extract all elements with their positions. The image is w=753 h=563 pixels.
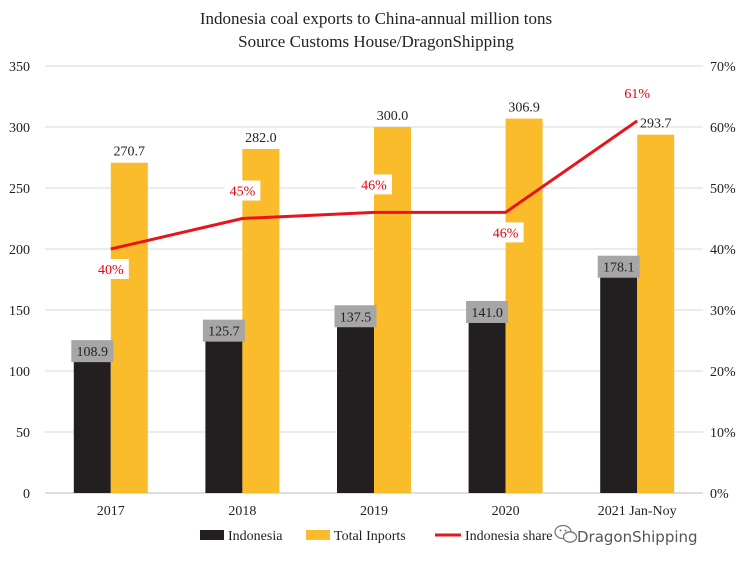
- data-labels: 108.9 270.7 125.7 282.0 137.5 300.0 141.0 306.9…: [71, 82, 672, 363]
- bar-indonesia: [205, 339, 243, 493]
- y-right-tick-label: 10%: [710, 426, 736, 441]
- legend-total-imports-label: Total Inports: [334, 529, 406, 544]
- y-left-tick-label: 200: [9, 243, 30, 258]
- share-label-bg: [619, 82, 656, 103]
- legend-indonesia-swatch: [200, 530, 224, 540]
- bar-total-imports: [505, 118, 543, 493]
- bar-label-total: 270.7: [114, 145, 146, 160]
- share-label: 61%: [624, 87, 650, 102]
- legend: Indonesia Total Inports Indonesia share: [200, 529, 552, 544]
- y-left-tick-label: 300: [9, 121, 30, 136]
- bar-label-bg: [202, 319, 245, 342]
- bar-label-total: 300.0: [377, 109, 409, 124]
- bar-total-imports: [110, 162, 148, 493]
- share-label: 46%: [361, 178, 387, 193]
- bar-label-indonesia: 108.9: [77, 345, 109, 360]
- bar-label-indonesia: 141.0: [471, 306, 503, 321]
- y-right-tick-label: 50%: [710, 182, 736, 197]
- y-right-tick-label: 30%: [710, 304, 736, 319]
- y-left-tick-label: 100: [9, 365, 30, 380]
- y-right-tick-label: 0%: [710, 487, 729, 502]
- bar-label-total: 293.7: [640, 117, 672, 132]
- share-label: 46%: [493, 226, 519, 241]
- share-label: 40%: [98, 263, 124, 278]
- wechat-icon: [554, 524, 578, 543]
- bar-label-indonesia: 137.5: [340, 310, 372, 325]
- bar-indonesia: [337, 325, 374, 493]
- x-tick-label: 2019: [360, 504, 388, 519]
- watermark-text: DragonShipping: [577, 528, 698, 546]
- x-tick-label: 2018: [228, 504, 256, 519]
- share-line-path: [110, 119, 639, 251]
- x-tick-label: 2021 Jan-Noy: [598, 504, 677, 519]
- bar-indonesia: [600, 275, 638, 493]
- x-tick-label: 2017: [97, 504, 125, 519]
- share-label-bg: [92, 259, 129, 279]
- y-left-tick-label: 350: [9, 60, 30, 75]
- y-right-tick-label: 20%: [710, 365, 736, 380]
- watermark: DragonShipping: [554, 524, 698, 546]
- legend-share-label: Indonesia share: [465, 529, 552, 544]
- y-left-tick-label: 0: [23, 487, 30, 502]
- y-right-tick-label: 60%: [710, 121, 736, 136]
- share-label-bg: [224, 180, 261, 201]
- bar-label-bg: [71, 340, 114, 363]
- legend-total-imports-swatch: [306, 530, 330, 540]
- share-label: 45%: [230, 185, 256, 200]
- y-right-tick-label: 70%: [710, 60, 736, 75]
- axes: 0 0% 50 10% 100 20% 150 30% 200 40% 250 50% 300 60% 35…: [9, 60, 736, 519]
- bar-label-total: 306.9: [508, 101, 540, 116]
- bar-label-indonesia: 125.7: [208, 325, 240, 340]
- bar-label-indonesia: 178.1: [603, 261, 635, 276]
- legend-indonesia-label: Indonesia: [228, 529, 283, 544]
- bar-label-bg: [597, 255, 640, 278]
- chart-subtitle: Source Customs House/DragonShipping: [238, 32, 514, 51]
- bar-label-total: 282.0: [245, 131, 277, 146]
- share-label-bg: [356, 174, 392, 195]
- bar-label-bg: [334, 305, 377, 328]
- share-line: [110, 119, 639, 251]
- bar-indonesia: [468, 320, 506, 493]
- y-right-tick-label: 40%: [710, 243, 736, 258]
- y-left-tick-label: 150: [9, 304, 30, 319]
- share-label-bg: [487, 222, 524, 243]
- x-tick-label: 2020: [492, 504, 520, 519]
- bars: [73, 118, 675, 493]
- chart-title: Indonesia coal exports to China-annual m…: [200, 9, 552, 28]
- bar-total-imports: [637, 134, 675, 493]
- y-left-tick-label: 250: [9, 182, 30, 197]
- bar-label-bg: [466, 300, 509, 323]
- y-left-tick-label: 50: [16, 426, 30, 441]
- bar-indonesia: [73, 360, 111, 493]
- bar-total-imports: [242, 148, 280, 493]
